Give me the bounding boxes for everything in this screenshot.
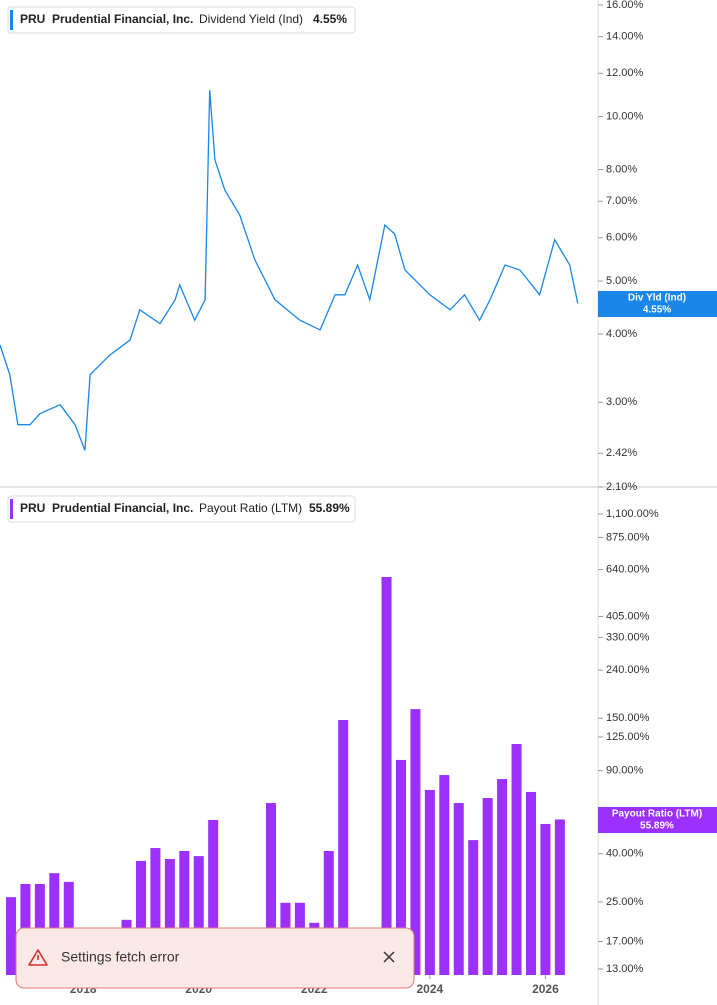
- bar: [468, 840, 479, 975]
- badge-value: 55.89%: [640, 821, 674, 832]
- x-tick-label: 2024: [417, 982, 444, 996]
- x-tick-label: 2026: [532, 982, 559, 996]
- y-tick-label: 40.00%: [606, 848, 644, 860]
- y-tick-label: 16.00%: [606, 0, 644, 11]
- bar: [381, 576, 392, 975]
- bar: [482, 798, 493, 975]
- current-value: 55.89%: [309, 501, 350, 515]
- bar: [395, 759, 406, 975]
- y-tick-label: 17.00%: [606, 935, 644, 947]
- badge-bottom: Payout Ratio (LTM) 55.89%: [598, 807, 717, 833]
- value-badge: [598, 291, 717, 317]
- toast-box: [15, 927, 415, 989]
- y-tick-label: 25.00%: [606, 896, 644, 908]
- y-tick-label: 14.00%: [606, 31, 644, 43]
- y-tick-label: 240.00%: [606, 664, 650, 676]
- y-tick-label: 10.00%: [606, 110, 644, 122]
- toast: Settings fetch error: [15, 927, 415, 989]
- y-tick-label: 13.00%: [606, 963, 644, 975]
- y-tick-label: 90.00%: [606, 765, 644, 777]
- close-icon[interactable]: [383, 951, 395, 963]
- y-tick-label: 6.00%: [606, 232, 637, 244]
- close-button[interactable]: [383, 951, 395, 963]
- bar: [323, 850, 334, 975]
- company: Prudential Financial, Inc.: [52, 501, 193, 515]
- bar: [338, 719, 349, 975]
- bar: [540, 823, 551, 975]
- line: [0, 90, 579, 451]
- legend-box: [7, 6, 356, 34]
- bar: [49, 873, 60, 975]
- bar: [179, 850, 190, 975]
- bar: [150, 848, 161, 975]
- legend-bottom: PRU Prudential Financial, Inc. Payout Ra…: [7, 495, 356, 523]
- badge-label: Payout Ratio (LTM): [612, 809, 702, 820]
- bar: [511, 744, 522, 975]
- value-badge: [598, 807, 717, 833]
- y-tick-label: 640.00%: [606, 563, 650, 575]
- bar: [424, 790, 435, 975]
- y-tick-label: 8.00%: [606, 163, 637, 175]
- series-name: Dividend Yield (Ind): [199, 12, 303, 26]
- bar: [5, 897, 16, 975]
- badge-label: Div Yld (Ind): [628, 293, 686, 304]
- y-tick-label: 5.00%: [606, 275, 637, 287]
- y-tick-label: 2.42%: [606, 447, 637, 459]
- legend-top: PRU Prudential Financial, Inc. Dividend …: [7, 6, 356, 34]
- company: Prudential Financial, Inc.: [52, 12, 193, 26]
- y-tick-label: 7.00%: [606, 195, 637, 207]
- y-tick-label: 125.00%: [606, 731, 650, 743]
- ticker: PRU: [20, 12, 45, 26]
- bar: [439, 775, 450, 975]
- bar: [135, 860, 146, 975]
- y-tick-label: 875.00%: [606, 531, 650, 543]
- bar: [265, 803, 276, 975]
- legend-swatch: [10, 499, 13, 519]
- warning-icon: [28, 949, 48, 966]
- bar: [554, 819, 565, 975]
- y-tick-label: 2.10%: [606, 481, 637, 493]
- bar: [497, 779, 508, 975]
- current-value: 4.55%: [313, 12, 347, 26]
- badge-top: Div Yld (Ind) 4.55%: [598, 291, 717, 317]
- bar: [164, 859, 175, 975]
- series-name: Payout Ratio (LTM): [199, 501, 302, 515]
- y-tick-label: 12.00%: [606, 67, 644, 79]
- y-tick-label: 4.00%: [606, 328, 637, 340]
- y-tick-label: 1,100.00%: [606, 508, 659, 520]
- y-tick-label: 150.00%: [606, 712, 650, 724]
- y-tick-label: 3.00%: [606, 396, 637, 408]
- toast-message: Settings fetch error: [61, 949, 180, 965]
- legend-box: [7, 495, 356, 523]
- badge-value: 4.55%: [643, 305, 671, 316]
- y-tick-label: 330.00%: [606, 631, 650, 643]
- ticker: PRU: [20, 501, 45, 515]
- legend-swatch: [10, 10, 13, 30]
- bar: [525, 791, 536, 975]
- bar: [208, 820, 219, 975]
- bar: [453, 803, 464, 975]
- y-tick-label: 405.00%: [606, 610, 650, 622]
- bar: [410, 709, 421, 975]
- bar: [193, 856, 204, 975]
